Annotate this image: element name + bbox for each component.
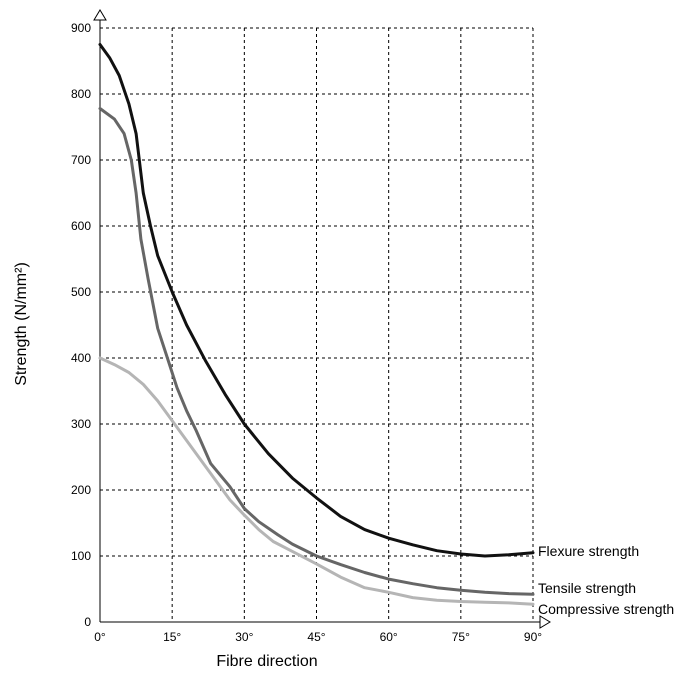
x-tick-label: 60° — [380, 630, 398, 644]
y-tick-label: 600 — [71, 219, 91, 233]
x-tick-label: 30° — [235, 630, 253, 644]
grid — [100, 27, 534, 622]
series-lines — [98, 43, 535, 606]
y-tick-label: 300 — [71, 417, 91, 431]
y-tick-label: 700 — [71, 153, 91, 167]
y-tick-label: 100 — [71, 549, 91, 563]
x-tick-label: 45° — [307, 630, 325, 644]
series-line-1 — [98, 43, 535, 558]
series-label-2: Tensile strength — [538, 580, 636, 596]
x-axis-arrow-icon — [539, 615, 551, 629]
x-tick-label: 75° — [452, 630, 470, 644]
series-line-3 — [98, 356, 535, 606]
y-tick-label: 200 — [71, 483, 91, 497]
y-tick-label: 800 — [71, 87, 91, 101]
y-tick-label: 400 — [71, 351, 91, 365]
y-tick-label: 900 — [71, 21, 91, 35]
series-label-1: Flexure strength — [538, 543, 639, 559]
y-tick-label: 500 — [71, 285, 91, 299]
series-line-2 — [98, 107, 535, 596]
x-axis-title: Fibre direction — [216, 653, 317, 670]
tick-labels: 0 100 200 300 400 500 600 700 800 900 0° 15° 30° 45° 6… — [71, 21, 542, 644]
y-axis-title: Strength (N/mm²) — [13, 262, 30, 386]
y-axis-arrow-icon — [93, 9, 107, 21]
x-tick-label: 90° — [524, 630, 542, 644]
x-tick-label: 15° — [163, 630, 181, 644]
y-tick-label: 0 — [84, 615, 91, 629]
series-labels: Flexure strength Tensile strength Compress… — [538, 543, 674, 617]
x-tick-label: 0° — [94, 630, 106, 644]
axes — [93, 9, 551, 629]
series-label-3: Compressive strength — [538, 601, 674, 617]
